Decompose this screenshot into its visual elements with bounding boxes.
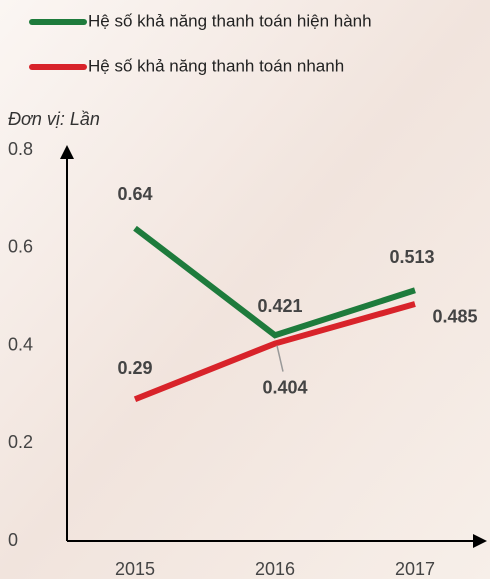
background: [0, 0, 490, 579]
x-tick-label: 2015: [115, 559, 155, 579]
y-tick-label: 0.8: [8, 139, 33, 159]
legend-label: Hệ số khả năng thanh toán nhanh: [88, 56, 344, 75]
data-label: 0.29: [117, 358, 152, 378]
legend-label: Hệ số khả năng thanh toán hiện hành: [88, 11, 372, 30]
x-tick-label: 2017: [395, 559, 435, 579]
y-tick-label: 0.2: [8, 432, 33, 452]
data-label: 0.485: [432, 307, 477, 327]
data-label: 0.404: [262, 377, 307, 397]
y-tick-label: 0.4: [8, 334, 33, 354]
data-label: 0.421: [257, 296, 302, 316]
y-tick-label: 0.6: [8, 237, 33, 257]
y-tick-label: 0: [8, 530, 18, 550]
unit-label: Đơn vị: Lần: [8, 109, 100, 129]
data-label: 0.513: [389, 247, 434, 267]
x-tick-label: 2016: [255, 559, 295, 579]
chart: Đơn vị: Lần 0 0.2 0.4 0.6 0.8 2015 2016 2017 Hệ …: [0, 0, 490, 579]
data-label: 0.64: [117, 184, 152, 204]
